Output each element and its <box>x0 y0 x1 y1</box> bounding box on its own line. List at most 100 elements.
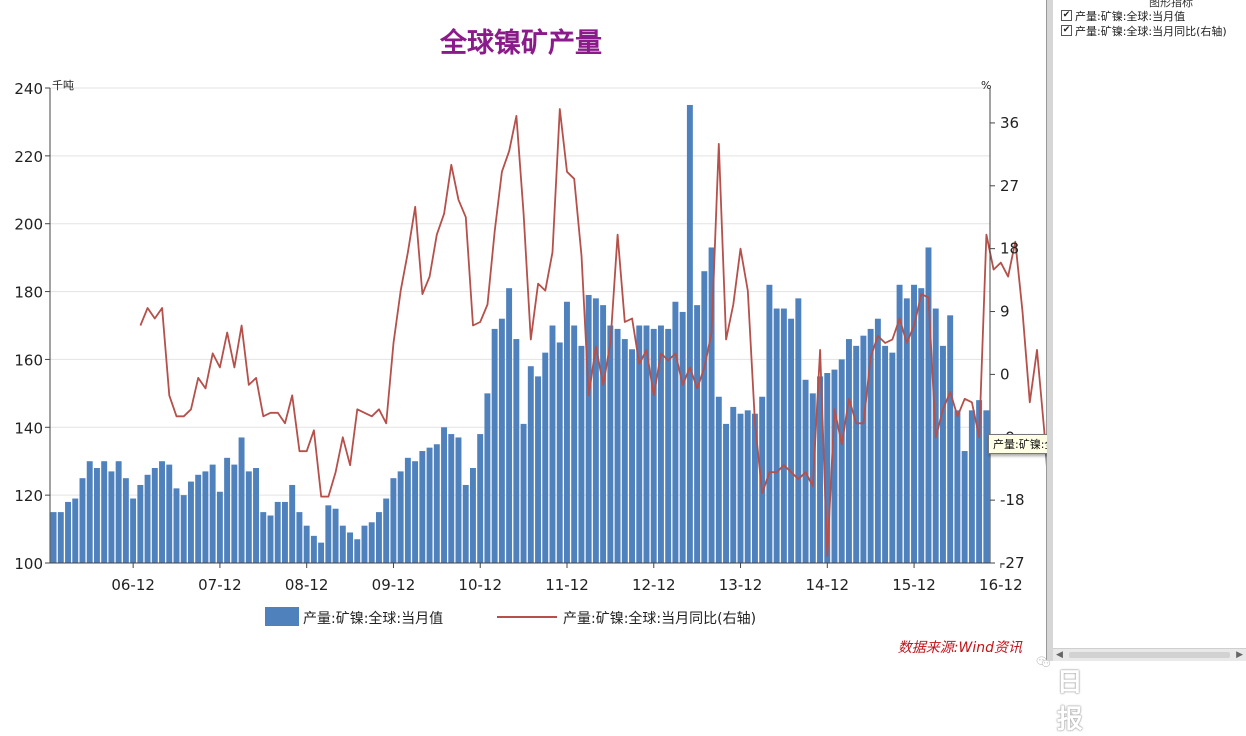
bar <box>86 461 93 563</box>
bar <box>281 501 288 563</box>
x-tick-label: 12-12 <box>632 576 676 594</box>
bar <box>730 406 737 563</box>
x-tick-label: 13-12 <box>719 576 763 594</box>
bar <box>961 451 968 563</box>
bar <box>238 437 245 563</box>
bar <box>983 410 990 563</box>
bar <box>643 325 650 563</box>
bar <box>108 471 115 563</box>
bar <box>245 471 252 563</box>
x-tick-label: 15-12 <box>892 576 936 594</box>
indicator-label: 产量:矿镍:全球:当月值 <box>1075 9 1186 23</box>
source-note: 数据来源:Wind资讯 <box>898 640 1023 656</box>
bar <box>65 501 71 563</box>
bar <box>455 437 462 563</box>
left-tick-label: 100 <box>14 555 43 573</box>
bar <box>303 525 310 563</box>
bar <box>845 339 852 563</box>
bar <box>166 464 173 563</box>
bar <box>686 104 693 563</box>
right-tick-label: -27 <box>1000 554 1025 572</box>
x-tick-label: 09-12 <box>372 576 416 594</box>
bar <box>412 461 419 563</box>
right-tick-label: 36 <box>1000 114 1019 132</box>
bar <box>484 393 491 563</box>
bar <box>715 396 722 563</box>
right-tick-label: -18 <box>1000 491 1025 509</box>
scrollbar-thumb[interactable] <box>1069 652 1230 658</box>
checkbox-icon[interactable]: ✔ <box>1061 25 1072 36</box>
bar <box>274 501 281 563</box>
bar <box>513 339 520 563</box>
bar <box>383 498 390 563</box>
bar <box>347 532 353 563</box>
bar <box>151 468 158 563</box>
x-tick-label: 07-12 <box>198 576 242 594</box>
bar <box>137 484 144 563</box>
bar <box>939 345 946 563</box>
bar <box>122 478 129 563</box>
right-tick-label: 9 <box>1000 303 1010 321</box>
bar <box>260 512 267 563</box>
scroll-right-icon[interactable]: ▶ <box>1236 650 1243 660</box>
bar <box>947 315 954 563</box>
bar <box>339 525 346 563</box>
bar <box>332 508 339 563</box>
legend-bar-swatch <box>265 607 299 626</box>
bar <box>751 413 758 563</box>
chart-panel: 24022020018016014012010036271890-9-18-27… <box>14 0 1205 735</box>
indicator-item-monthly-value[interactable]: ✔ 产量:矿镍:全球:当月值 <box>1053 8 1246 23</box>
left-tick-label: 240 <box>14 80 43 98</box>
bar <box>195 474 202 563</box>
bar <box>896 284 903 563</box>
bar <box>766 284 773 563</box>
bar <box>289 484 296 563</box>
bar <box>918 288 925 563</box>
bar <box>527 366 534 563</box>
right-tick-label: 27 <box>1000 177 1019 195</box>
right-tick-label: 0 <box>1000 365 1010 383</box>
legend-line-label: 产量:矿镍:全球:当月同比(右轴) <box>563 610 756 627</box>
bar <box>911 284 917 563</box>
left-tick-label: 140 <box>14 419 43 437</box>
bar <box>614 328 621 563</box>
checkbox-icon[interactable]: ✔ <box>1061 10 1072 21</box>
bar <box>723 423 729 563</box>
bar <box>636 325 643 563</box>
indicator-item-yoy[interactable]: ✔ 产量:矿镍:全球:当月同比(右轴) <box>1053 23 1246 38</box>
bar <box>354 539 361 563</box>
scroll-left-icon[interactable]: ◀ <box>1056 650 1063 660</box>
bar <box>824 373 831 563</box>
bar <box>773 308 780 563</box>
bar <box>426 447 433 563</box>
bar <box>600 305 607 563</box>
bar <box>433 444 440 563</box>
bar <box>889 352 896 563</box>
bar <box>679 311 686 563</box>
horizontal-scrollbar[interactable]: ◀ ▶ <box>1053 648 1246 661</box>
bar <box>701 271 708 563</box>
bar <box>390 478 397 563</box>
bar <box>187 481 194 563</box>
bar <box>607 325 614 563</box>
indicator-panel: 图形指标 ✔ 产量:矿镍:全球:当月值 ✔ 产量:矿镍:全球:当月同比(右轴) … <box>1047 0 1246 661</box>
bar <box>556 342 563 563</box>
bar <box>173 488 180 563</box>
left-tick-label: 160 <box>14 351 43 369</box>
left-axis-unit: 千吨 <box>52 79 74 92</box>
bar <box>882 345 889 563</box>
bar <box>159 461 165 563</box>
bar <box>267 515 274 563</box>
bar <box>874 318 881 563</box>
bar <box>535 376 541 563</box>
bar <box>231 464 238 563</box>
bar <box>665 328 672 563</box>
bar <box>368 522 375 563</box>
bar <box>310 535 317 563</box>
bar <box>744 410 751 563</box>
left-tick-label: 220 <box>14 148 43 166</box>
x-tick-label: 08-12 <box>285 576 329 594</box>
chart-title: 全球镍矿产量 <box>439 27 602 59</box>
bar <box>216 491 223 563</box>
bar <box>296 512 303 563</box>
